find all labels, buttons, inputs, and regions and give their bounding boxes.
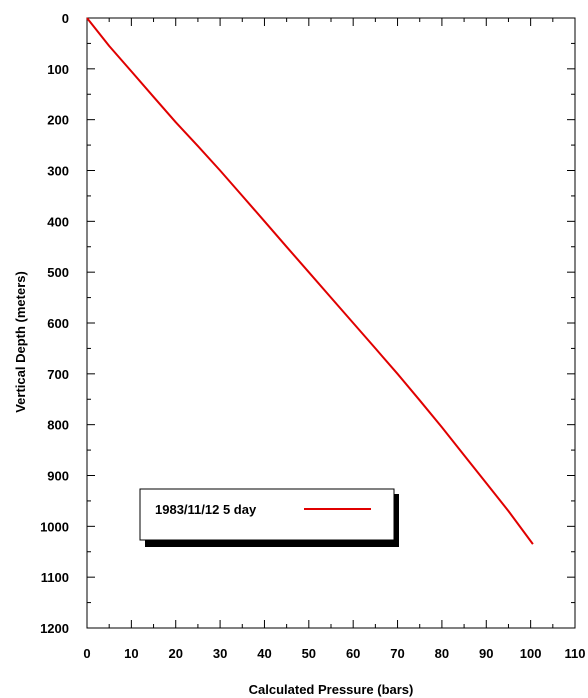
x-tick-label: 0 xyxy=(83,646,90,661)
y-tick-label: 400 xyxy=(47,214,69,229)
series-layer xyxy=(86,17,534,545)
x-tick-label: 40 xyxy=(257,646,271,661)
x-tick-label: 50 xyxy=(302,646,316,661)
x-tick-label: 90 xyxy=(479,646,493,661)
x-tick-label: 60 xyxy=(346,646,360,661)
x-tick-label: 100 xyxy=(520,646,542,661)
y-axis-tick-labels: 0 100 200 300 400 500 600 700 800 900 1000 1100 1200 xyxy=(40,11,69,636)
y-tick-label: 1200 xyxy=(40,621,69,636)
y-tick-label: 900 xyxy=(47,469,69,484)
x-axis-tick-labels: 0 10 20 30 40 50 60 70 80 90 100 110 xyxy=(83,646,585,661)
y-tick-label: 1000 xyxy=(40,519,69,534)
y-tick-label: 1100 xyxy=(41,570,69,585)
x-tick-label: 30 xyxy=(213,646,227,661)
x-tick-label: 10 xyxy=(124,646,138,661)
x-tick-label: 70 xyxy=(390,646,404,661)
y-axis-ticks xyxy=(87,17,575,629)
y-tick-label: 300 xyxy=(47,164,69,179)
x-tick-label: 80 xyxy=(435,646,449,661)
series-line xyxy=(86,17,534,545)
x-tick-label: 110 xyxy=(565,646,586,661)
x-axis-ticks xyxy=(86,18,576,628)
y-tick-label: 100 xyxy=(47,62,69,77)
x-axis-title: Calculated Pressure (bars) xyxy=(249,682,414,697)
y-tick-label: 700 xyxy=(47,367,69,382)
y-tick-label: 800 xyxy=(47,418,69,433)
legend-box xyxy=(139,488,395,541)
y-tick-label: 0 xyxy=(62,11,69,26)
y-tick-label: 200 xyxy=(47,113,69,128)
legend-label: 1983/11/12 5 day xyxy=(155,502,257,517)
x-tick-label: 20 xyxy=(168,646,182,661)
legend: 1983/11/12 5 day xyxy=(139,488,399,547)
y-tick-label: 500 xyxy=(47,265,69,280)
y-tick-label: 600 xyxy=(47,316,69,331)
y-axis-title: Vertical Depth (meters) xyxy=(13,271,28,413)
